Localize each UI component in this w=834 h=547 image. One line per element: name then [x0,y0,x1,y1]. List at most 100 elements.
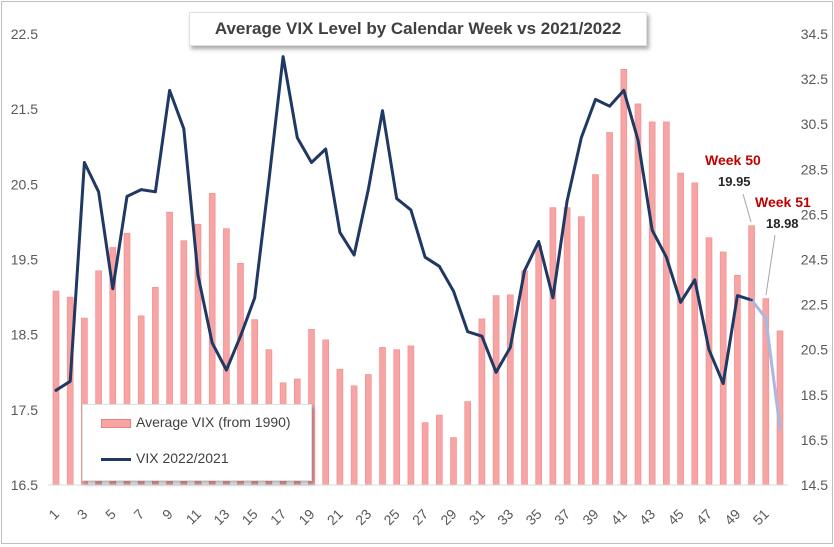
x-tick-label: 13 [210,506,232,528]
annotation-leader-week-50 [742,193,752,223]
line-point-week-23 [367,188,370,191]
line-point-week-43 [651,229,654,232]
bar-week-26 [407,345,415,486]
line-point-week-50 [750,298,753,302]
line-point-week-21 [338,231,342,234]
line-point-week-35 [537,240,540,243]
bar-week-23 [364,374,372,486]
line-point-week-46 [693,278,696,281]
x-tick-label: 29 [437,506,459,528]
line-path [54,55,754,392]
x-tick-label: 33 [494,506,516,528]
line-point-week-1 [54,389,58,392]
annotation-week-50-label: Week 50 [705,152,761,168]
right-tick-label: 24.5 [801,252,828,268]
line-point-week-32 [494,371,498,374]
line-point-week-28 [438,265,441,268]
left-axis-ticks: 16.5 17.5 18.5 19.5 20.5 21.5 22.5 [11,26,38,493]
line-point-week-47 [707,348,711,351]
line-point-week-36 [551,296,555,299]
legend: Average VIX (from 1990) VIX 2022/2021 [82,404,312,481]
bar-week-29 [450,437,457,486]
right-tick-label: 26.5 [801,206,828,222]
bar-week-39 [592,174,599,486]
legend-swatch-line [101,458,131,461]
x-tick-label: 37 [551,506,573,528]
x-tick-label: 39 [579,506,601,528]
right-axis-ticks: 14.5 16.5 18.5 20.5 22.5 24.5 26.5 28.5 30.5 32.5… [801,26,828,493]
bar-week-43 [648,121,656,486]
bar-week-30 [464,401,472,486]
chart-title-box: Average VIX Level by Calendar Week vs 20… [189,12,647,46]
bar-week-2 [66,296,74,486]
bar-week-44 [663,121,670,486]
left-tick-label: 18.5 [11,327,38,343]
bar-week-45 [677,172,684,486]
bar-week-50 [748,225,755,486]
x-tick-label: 35 [522,506,544,528]
line-point-week-31 [480,335,484,338]
x-tick-label: 25 [380,506,402,528]
bar-week-20 [322,339,330,486]
x-tick-label: 43 [636,506,658,528]
line-point-week-15 [253,296,256,299]
bar-week-34 [521,270,528,486]
line-point-week-14 [239,335,242,338]
left-tick-label: 22.5 [11,26,38,42]
line-point-week-17 [281,55,285,58]
bar-week-24 [379,347,386,486]
line-point-week-41 [622,89,625,92]
line-point-week-45 [679,301,682,304]
right-tick-label: 22.5 [801,297,828,313]
x-tick-label: 47 [693,506,715,528]
bar-week-28 [435,414,443,486]
line-series-vix-2022-2021 [54,55,782,431]
chart-title: Average VIX Level by Calendar Week vs 20… [214,19,622,38]
line-point-week-51 [764,316,767,320]
right-tick-label: 18.5 [801,387,828,403]
bar-week-35 [535,245,543,486]
line-point-week-19 [310,161,313,164]
bar-week-27 [421,422,429,486]
line-point-week-38 [580,136,583,139]
right-tick-label: 28.5 [801,161,828,177]
line-point-week-30 [466,330,469,333]
annotation-leader-week-51 [765,234,776,296]
x-tick-label: 1 [45,506,62,523]
bar-week-36 [549,207,557,486]
x-tick-label: 49 [721,506,743,528]
right-tick-label: 32.5 [801,71,828,87]
line-point-week-24 [381,109,384,112]
line-point-week-40 [608,105,611,108]
annotation-week-51-label: Week 51 [755,194,811,210]
x-tick-label: 15 [238,506,260,528]
x-tick-label: 17 [267,506,289,528]
line-point-week-10 [182,127,185,130]
line-point-week-48 [722,382,725,385]
x-tick-label: 19 [295,506,317,528]
line-point-week-16 [267,179,271,182]
bar-week-21 [336,368,344,486]
line-point-week-20 [324,147,327,151]
bar-week-22 [350,385,358,486]
x-tick-label: 31 [466,506,488,528]
line-point-week-42 [636,138,640,142]
line-point-week-2 [69,380,72,383]
bar-week-33 [506,294,514,486]
line-point-week-44 [665,256,668,259]
line-point-week-27 [423,256,427,259]
line-point-week-22 [352,253,356,257]
x-tick-label: 3 [74,506,91,523]
bar-week-38 [577,216,585,486]
bar-week-32 [492,295,500,486]
bar-week-37 [563,207,571,486]
line-point-week-4 [97,190,100,193]
legend-label-average-vix: Average VIX (from 1990) [136,414,291,430]
x-tick-label: 7 [130,506,147,523]
left-tick-label: 21.5 [11,101,38,117]
line-point-week-11 [196,274,200,277]
bar-week-25 [393,349,401,486]
line-point-week-37 [565,199,569,203]
right-tick-label: 16.5 [801,432,828,448]
